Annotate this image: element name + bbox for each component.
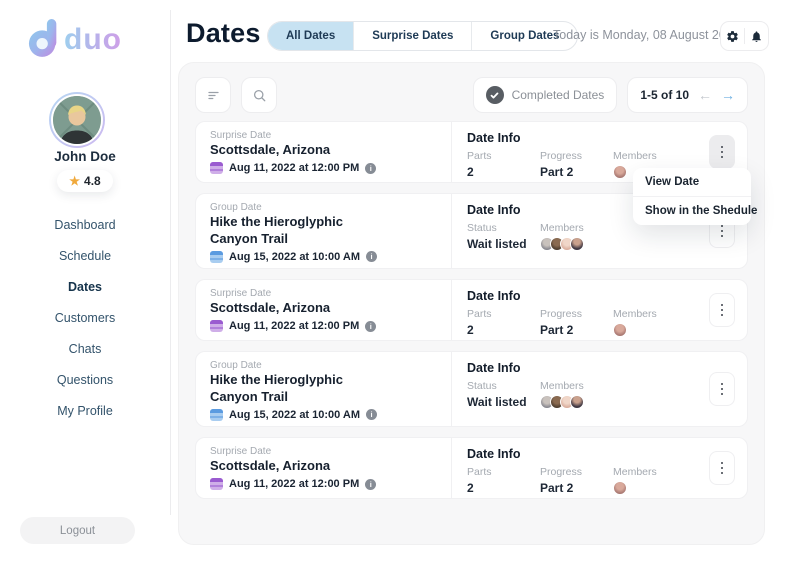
member-avatar	[570, 237, 584, 251]
date-datetime: Aug 15, 2022 at 10:00 AM	[229, 408, 361, 421]
header-icon-group	[720, 21, 769, 51]
calendar-icon	[210, 250, 223, 263]
user-avatar	[49, 92, 105, 148]
date-title: Scottsdale, Arizona	[210, 458, 331, 473]
menu-item-show-in-schedule[interactable]: Show in the Shedule	[633, 196, 757, 225]
completed-dates-button[interactable]: Completed Dates	[472, 77, 618, 113]
date-card: Group Date Hike the Hieroglyphic Canyon …	[195, 193, 748, 269]
sidebar-item-dashboard[interactable]: Dashboard	[54, 218, 116, 232]
check-icon	[485, 86, 504, 104]
date-card: Surprise Date Scottsdale, Arizona Aug 11…	[195, 279, 748, 341]
next-page-arrow-icon[interactable]: →	[721, 87, 735, 103]
star-icon: ★	[69, 174, 81, 188]
card-menu-button[interactable]	[709, 293, 735, 327]
date-card: Surprise Date Scottsdale, Arizona Aug 11…	[195, 121, 757, 225]
user-name: John Doe	[54, 149, 116, 164]
date-type-label: Group Date	[210, 360, 262, 371]
date-card: Surprise Date Scottsdale, Arizona Aug 11…	[195, 437, 748, 499]
member-avatar	[613, 323, 627, 337]
member-avatar	[613, 481, 627, 495]
brand-logo-icon	[28, 16, 62, 63]
info-icon[interactable]: i	[365, 162, 377, 174]
rating-value: 4.8	[84, 174, 101, 188]
sidebar-item-schedule[interactable]: Schedule	[58, 249, 112, 263]
sidebar-item-customers[interactable]: Customers	[54, 311, 116, 325]
date-info-title: Date Info	[467, 131, 521, 145]
sidebar-item-dates[interactable]: Dates	[67, 280, 103, 294]
logout-button[interactable]: Logout	[20, 517, 135, 544]
search-icon	[253, 89, 265, 101]
page-title: Dates	[186, 18, 261, 48]
dates-panel: Completed Dates 1-5 of 10 ← → Surprise D…	[178, 62, 765, 549]
date-title: Scottsdale, Arizona	[210, 142, 331, 157]
prev-page-arrow-icon[interactable]: ←	[698, 87, 712, 103]
card-context-menu: View Date Show in the Shedule	[633, 168, 757, 225]
date-title: Scottsdale, Arizona	[210, 300, 331, 315]
dates-tab-group: All Dates Surprise Dates Group Dates	[267, 21, 579, 51]
date-title: Hike the Hieroglyphic Canyon Trail	[210, 214, 343, 246]
card-menu-button[interactable]	[709, 135, 735, 169]
notifications-bell-icon[interactable]	[745, 30, 768, 43]
user-rating: ★ 4.8	[0, 170, 170, 192]
brand-name: duo	[64, 22, 122, 56]
icon-divider	[744, 28, 745, 44]
date-info-title: Date Info	[467, 203, 521, 217]
tab-group-dates[interactable]: Group Dates	[471, 22, 577, 50]
info-icon[interactable]: i	[365, 478, 377, 490]
tab-all-dates[interactable]: All Dates	[268, 22, 354, 50]
info-icon[interactable]: i	[366, 409, 378, 420]
sort-icon	[207, 91, 219, 99]
date-card: Group Date Hike the Hieroglyphic Canyon …	[195, 351, 748, 427]
info-icon[interactable]: i	[366, 251, 378, 262]
date-info-title: Date Info	[467, 289, 521, 303]
date-datetime: Aug 15, 2022 at 10:00 AM	[229, 250, 361, 263]
sidebar-item-my-profile[interactable]: My Profile	[57, 404, 113, 418]
date-info-title: Date Info	[467, 447, 521, 461]
member-avatar	[570, 395, 584, 409]
today-date-text: Today is Monday, 08 August 2022	[553, 28, 740, 42]
sidebar-item-chats[interactable]: Chats	[68, 342, 102, 356]
calendar-icon	[210, 478, 223, 490]
settings-gear-icon[interactable]	[721, 30, 744, 43]
info-icon[interactable]: i	[365, 320, 377, 332]
menu-item-view-date[interactable]: View Date	[645, 176, 700, 188]
date-datetime: Aug 11, 2022 at 12:00 PM	[229, 162, 360, 174]
completed-dates-label: Completed Dates	[511, 88, 605, 102]
calendar-icon	[210, 320, 223, 332]
pagination-range: 1-5 of 10	[640, 88, 689, 102]
calendar-icon	[210, 162, 223, 174]
calendar-icon	[210, 408, 223, 421]
date-datetime: Aug 11, 2022 at 12:00 PM	[229, 478, 360, 490]
sidebar-nav: Dashboard Schedule Dates Customers Chats…	[0, 210, 170, 427]
date-card-list: Surprise Date Scottsdale, Arizona Aug 11…	[195, 121, 757, 499]
panel-toolbar: Completed Dates 1-5 of 10 ← →	[195, 77, 748, 113]
sidebar-divider	[170, 10, 171, 515]
search-button[interactable]	[241, 77, 277, 113]
date-type-label: Surprise Date	[210, 130, 272, 141]
sidebar-item-questions[interactable]: Questions	[56, 373, 114, 387]
date-type-label: Surprise Date	[210, 288, 272, 299]
tab-surprise-dates[interactable]: Surprise Dates	[353, 22, 471, 50]
date-type-label: Group Date	[210, 202, 262, 213]
date-type-label: Surprise Date	[210, 446, 272, 457]
member-avatar	[613, 165, 627, 179]
date-datetime: Aug 11, 2022 at 12:00 PM	[229, 320, 360, 332]
date-info-title: Date Info	[467, 361, 521, 375]
date-title: Hike the Hieroglyphic Canyon Trail	[210, 372, 343, 404]
sort-filter-button[interactable]	[195, 77, 231, 113]
card-menu-button[interactable]	[709, 372, 735, 406]
card-menu-button[interactable]	[709, 451, 735, 485]
brand-logo: duo	[28, 16, 122, 63]
pagination: 1-5 of 10 ← →	[627, 77, 748, 113]
